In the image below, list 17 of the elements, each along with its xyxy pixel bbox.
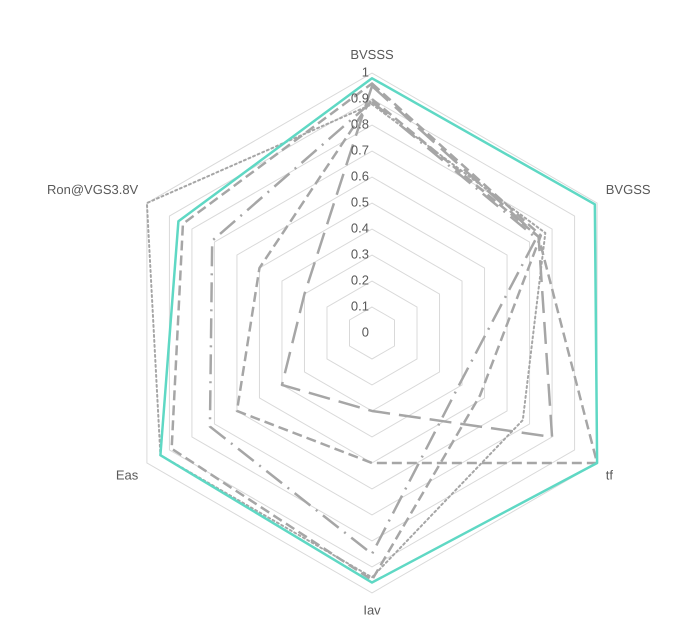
spoke-label: Iav (363, 602, 382, 618)
y-tick-label: 0.2 (350, 272, 369, 288)
y-tick-label: 0.1 (350, 298, 369, 314)
y-tick-label: 0.5 (350, 194, 369, 210)
y-tick-label: 0.3 (350, 246, 369, 262)
y-tick-label: 0.4 (350, 220, 369, 236)
y-tick-label: 0.6 (350, 168, 369, 184)
spoke-label: Eas (116, 467, 139, 482)
spoke-label: BVGSS (606, 182, 651, 197)
y-tick-label: 0.8 (350, 116, 369, 132)
y-tick-label: 0.9 (350, 90, 369, 106)
y-tick-label: 1 (362, 64, 369, 80)
spoke-label: BVSSS (350, 46, 394, 62)
y-tick-label: 0.7 (350, 142, 369, 158)
spoke-label: tf (606, 467, 614, 482)
y-tick-label: 0 (362, 324, 369, 340)
spoke-label: Ron@VGS3.8V (46, 182, 139, 197)
